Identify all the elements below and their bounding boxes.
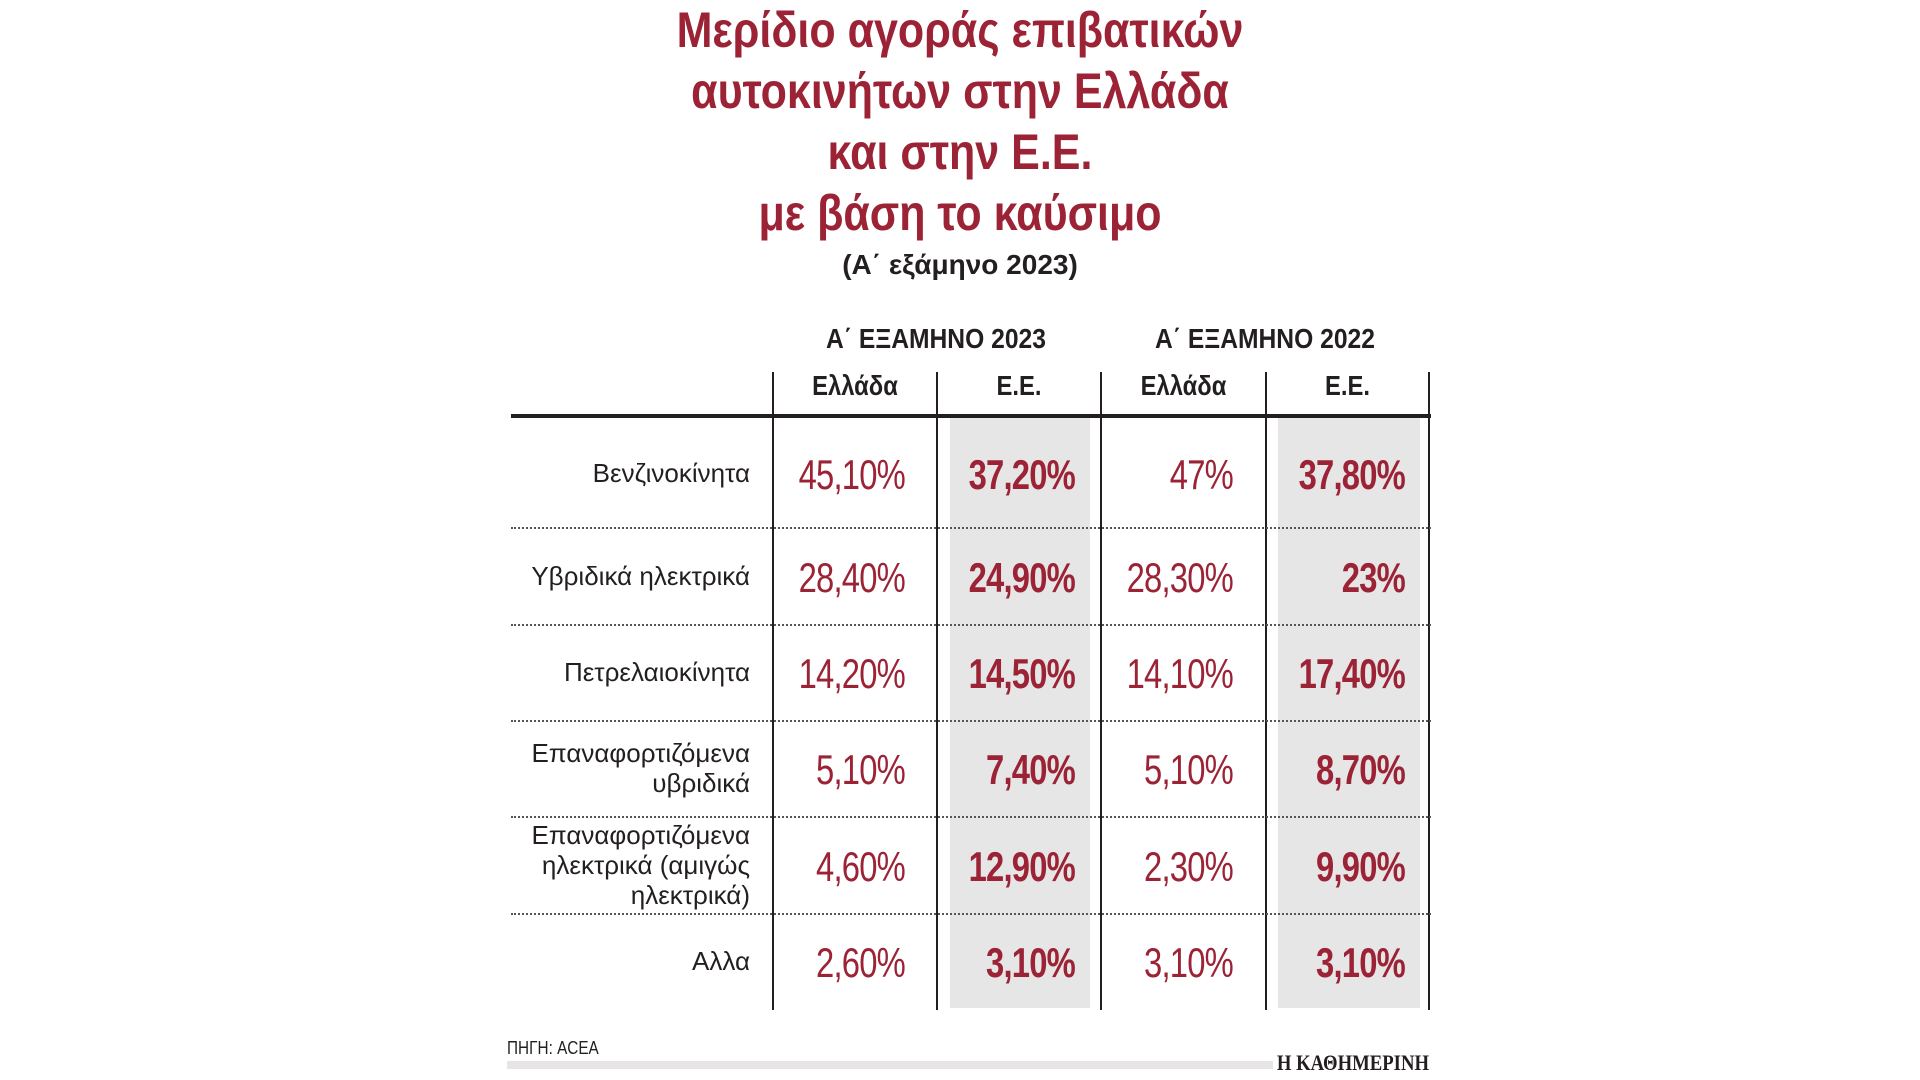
col-header: Ε.Ε. [996, 370, 1042, 401]
row-label-line: ηλεκτρικά) [630, 879, 750, 910]
table-cell: 2,60% [816, 939, 906, 986]
row-label-line: υβριδικά [652, 768, 750, 798]
row-label-line: Πετρελαιοκίνητα [563, 657, 750, 687]
table-cell: 12,90% [968, 842, 1076, 890]
header-rule [511, 414, 1431, 418]
table-cell: 28,40% [798, 553, 906, 601]
row-label-line: Αλλα [692, 946, 750, 976]
row-label: Αλλα [500, 946, 750, 976]
row-divider [511, 913, 1431, 915]
col-header: Ελλάδα [1140, 370, 1227, 401]
row-label-line: Επαναφορτιζόμενα [531, 819, 750, 850]
group-header-2022: Α΄ ΕΞΑΜΗΝΟ 2022 [1155, 323, 1375, 354]
publisher-logo: Η ΚΑΘΗΜΕΡΙΝΗ [1276, 1050, 1429, 1075]
table-cell: 9,90% [1316, 842, 1406, 890]
source-note: ΠΗΓΗ: ACEA [507, 1038, 599, 1058]
table-cell: 28,30% [1126, 553, 1234, 601]
table-cell: 14,20% [798, 650, 906, 697]
table-cell: 3,10% [1144, 939, 1234, 986]
table-cell: 7,40% [986, 746, 1076, 793]
row-label-line: Βενζινοκίνητα [592, 457, 750, 488]
table-cell: 17,40% [1298, 650, 1406, 697]
table-cell: 14,50% [968, 650, 1076, 697]
chart-subtitle: (Α΄ εξάμηνο 2023) [842, 249, 1078, 280]
col-header: Ελλάδα [812, 370, 898, 401]
row-label-line: Υβριδικά ηλεκτρικά [531, 560, 750, 591]
column-divider [1428, 372, 1430, 1010]
row-label-line: ηλεκτρικά (αμιγώς [541, 849, 750, 880]
table-cell: 5,10% [1144, 746, 1234, 793]
table-cell: 8,70% [1316, 746, 1406, 793]
table-cell: 45,10% [798, 450, 906, 498]
table-cell: 37,80% [1298, 450, 1406, 498]
row-label: Πετρελαιοκίνητα [500, 657, 750, 687]
row-label: Επαναφορτιζόμενα ηλεκτρικά (αμιγώς ηλεκτρι… [500, 820, 750, 910]
shade-column [1278, 418, 1420, 1008]
column-divider [1100, 372, 1102, 1010]
column-divider [936, 372, 938, 1010]
table-cell: 2,30% [1144, 842, 1234, 890]
table-cell: 5,10% [816, 746, 906, 793]
row-divider [511, 816, 1431, 818]
footer-bar [507, 1061, 1273, 1069]
row-label: Επαναφορτιζόμενα υβριδικά [500, 738, 750, 798]
row-divider [511, 527, 1431, 529]
title-line: και στην Ε.Ε. [827, 124, 1093, 180]
row-label: Βενζινοκίνητα [500, 458, 750, 488]
table-cell: 47% [1169, 450, 1234, 498]
title-line: αυτοκινήτων στην Ελλάδα [691, 63, 1229, 119]
row-label: Υβριδικά ηλεκτρικά [500, 561, 750, 591]
row-label-line: Επαναφορτιζόμενα [531, 738, 750, 768]
table-cell: 3,10% [986, 939, 1076, 986]
row-divider [511, 720, 1431, 722]
group-header-2023: Α΄ ΕΞΑΜΗΝΟ 2023 [826, 323, 1046, 354]
column-divider [772, 372, 774, 1010]
table-cell: 14,10% [1126, 650, 1234, 697]
row-divider [511, 624, 1431, 626]
table-cell: 37,20% [968, 450, 1076, 498]
column-divider [1265, 372, 1267, 1010]
shade-column [950, 418, 1090, 1008]
table-cell: 3,10% [1316, 939, 1406, 986]
table-cell: 4,60% [816, 842, 906, 890]
chart-title: Μερίδιο αγοράς επιβατικών αυτοκινήτων στ… [0, 0, 1920, 244]
title-line: με βάση το καύσιμο [758, 185, 1162, 241]
col-header: Ε.Ε. [1325, 370, 1370, 401]
title-line: Μερίδιο αγοράς επιβατικών [676, 2, 1244, 58]
table-cell: 24,90% [968, 553, 1076, 601]
table-cell: 23% [1341, 553, 1406, 601]
